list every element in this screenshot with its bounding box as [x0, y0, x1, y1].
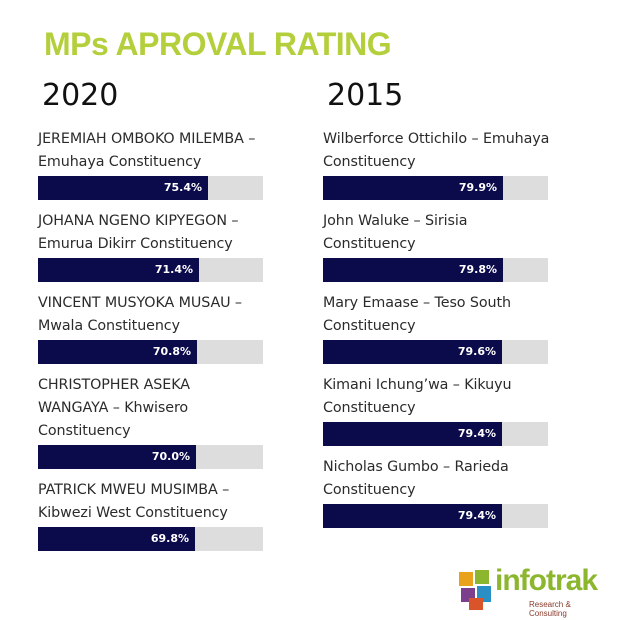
- mp-name: JOHANA NGENO KIPYEGON – Emurua Dikirr Co…: [38, 213, 239, 252]
- mp-rating-item: VINCENT MUSYOKA MUSAU – Mwala Constituen…: [38, 292, 273, 364]
- logo-tagline: Research & Consulting: [529, 600, 571, 618]
- rating-bar: 79.4%: [323, 422, 502, 446]
- rating-value-label: 79.6%: [457, 345, 496, 358]
- mp-rating-item: JEREMIAH OMBOKO MILEMBA – Emuhaya Consti…: [38, 128, 273, 200]
- mp-rating-item: CHRISTOPHER ASEKA WANGAYA – Khwisero Con…: [38, 374, 273, 469]
- rating-bar-track: 69.8%: [38, 527, 263, 551]
- rating-value-label: 79.9%: [458, 181, 497, 194]
- rating-bar: 79.4%: [323, 504, 502, 528]
- rating-bar: 75.4%: [38, 176, 208, 200]
- rating-value-label: 70.8%: [152, 345, 191, 358]
- mp-name: JEREMIAH OMBOKO MILEMBA – Emuhaya Consti…: [38, 131, 256, 170]
- rating-bar: 79.6%: [323, 340, 502, 364]
- rating-value-label: 70.0%: [151, 450, 190, 463]
- mp-rating-item: Kimani Ichung’wa – Kikuyu Constituency 7…: [323, 374, 558, 446]
- rating-bar: 71.4%: [38, 258, 199, 282]
- chart-2015: Wilberforce Ottichilo – Emuhaya Constitu…: [323, 128, 558, 538]
- rating-bar-track: 79.4%: [323, 504, 548, 528]
- mp-rating-item: PATRICK MWEU MUSIMBA – Kibwezi West Cons…: [38, 479, 273, 551]
- rating-bar-track: 70.8%: [38, 340, 263, 364]
- rating-bar-track: 71.4%: [38, 258, 263, 282]
- logo-wordmark: infotrak: [495, 564, 598, 597]
- rating-value-label: 79.4%: [457, 509, 496, 522]
- mp-rating-item: Mary Emaase – Teso South Constituency 79…: [323, 292, 558, 364]
- rating-bar-track: 79.4%: [323, 422, 548, 446]
- rating-bar: 79.9%: [323, 176, 503, 200]
- mp-name: Mary Emaase – Teso South Constituency: [323, 295, 511, 334]
- rating-bar: 70.0%: [38, 445, 196, 469]
- rating-bar: 69.8%: [38, 527, 195, 551]
- logo-cube-icon: [459, 570, 491, 610]
- mp-rating-item: JOHANA NGENO KIPYEGON – Emurua Dikirr Co…: [38, 210, 273, 282]
- mp-name: PATRICK MWEU MUSIMBA – Kibwezi West Cons…: [38, 482, 230, 521]
- mp-name: Wilberforce Ottichilo – Emuhaya Constitu…: [323, 131, 550, 170]
- rating-bar-track: 79.6%: [323, 340, 548, 364]
- mp-rating-item: Nicholas Gumbo – Rarieda Constituency 79…: [323, 456, 558, 528]
- rating-bar-track: 75.4%: [38, 176, 263, 200]
- rating-bar: 70.8%: [38, 340, 197, 364]
- infotrak-logo: infotrak Research & Consulting: [457, 564, 607, 618]
- rating-bar-track: 79.8%: [323, 258, 548, 282]
- rating-value-label: 71.4%: [154, 263, 193, 276]
- rating-value-label: 75.4%: [163, 181, 202, 194]
- rating-bar-track: 79.9%: [323, 176, 548, 200]
- mp-name: Kimani Ichung’wa – Kikuyu Constituency: [323, 377, 512, 416]
- chart-2020: JEREMIAH OMBOKO MILEMBA – Emuhaya Consti…: [38, 128, 273, 561]
- rating-value-label: 79.8%: [458, 263, 497, 276]
- rating-value-label: 69.8%: [150, 532, 189, 545]
- mp-name: CHRISTOPHER ASEKA WANGAYA – Khwisero Con…: [38, 377, 190, 439]
- mp-name: Nicholas Gumbo – Rarieda Constituency: [323, 459, 509, 498]
- mp-rating-item: Wilberforce Ottichilo – Emuhaya Constitu…: [323, 128, 558, 200]
- page-title: MPs APROVAL RATING: [44, 26, 392, 62]
- year-2020-heading: 2020: [42, 78, 119, 113]
- mp-name: VINCENT MUSYOKA MUSAU – Mwala Constituen…: [38, 295, 242, 334]
- year-2015-heading: 2015: [327, 78, 404, 113]
- mp-rating-item: John Waluke – Sirisia Constituency 79.8%: [323, 210, 558, 282]
- rating-bar-track: 70.0%: [38, 445, 263, 469]
- rating-bar: 79.8%: [323, 258, 503, 282]
- rating-value-label: 79.4%: [457, 427, 496, 440]
- mp-name: John Waluke – Sirisia Constituency: [323, 213, 468, 252]
